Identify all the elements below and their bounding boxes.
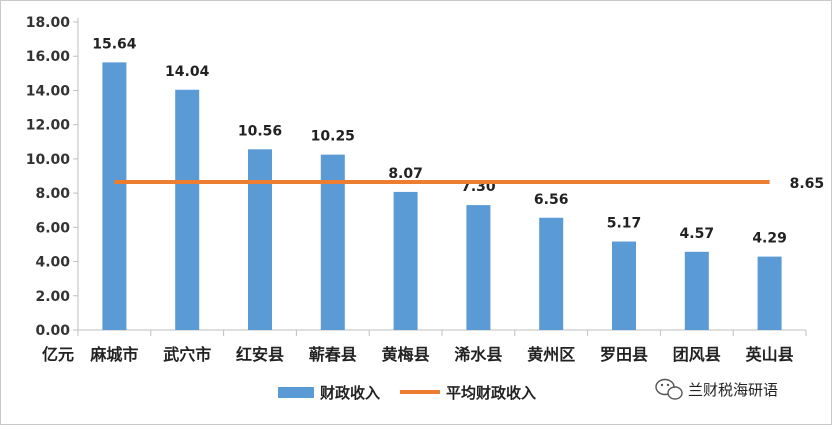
data-label: 10.56 (238, 123, 282, 139)
category-label: 团风县 (673, 345, 721, 364)
legend: 财政收入 平均财政收入 (278, 384, 536, 402)
y-tick-label: 2.00 (35, 289, 70, 305)
y-tick-label: 12.00 (26, 118, 71, 134)
data-label: 6.56 (534, 192, 569, 208)
y-tick-label: 16.00 (26, 49, 71, 65)
bars (102, 62, 782, 330)
bar (684, 251, 709, 330)
watermark: 兰财税海研语 (655, 378, 778, 400)
bar (612, 241, 636, 330)
y-tick-label: 14.00 (26, 83, 71, 99)
wechat-icon (655, 378, 683, 400)
bar (466, 205, 491, 330)
y-axis-ticks: 0.00 2.00 4.00 6.00 8.00 10.00 12.00 14.00 16.00… (26, 15, 78, 339)
category-label: 麻城市 (89, 345, 138, 364)
y-tick-label: 10.00 (26, 152, 71, 168)
bar (757, 256, 782, 330)
legend-bar-swatch (278, 387, 314, 398)
y-unit-label: 亿元 (42, 345, 74, 364)
data-label: 15.64 (92, 36, 137, 52)
category-label: 红安县 (236, 345, 284, 364)
category-label: 武穴市 (163, 345, 211, 364)
category-label: 浠水县 (454, 345, 502, 364)
legend-bar-label: 财政收入 (320, 384, 380, 402)
bar (102, 62, 127, 330)
category-label: 英山县 (745, 345, 794, 364)
legend-line-label: 平均财政收入 (446, 384, 536, 402)
y-tick-label: 18.00 (26, 15, 71, 31)
watermark-text: 兰财税海研语 (688, 381, 778, 399)
data-label: 8.07 (388, 166, 423, 182)
category-labels: 麻城市 武穴市 红安县 蕲春县 黄梅县 浠水县 黄州区 罗田县 团风县 英山县 (77, 330, 807, 364)
data-label: 4.29 (752, 231, 787, 247)
bar (175, 89, 200, 330)
data-label: 10.25 (311, 129, 355, 145)
category-label: 黄梅县 (382, 345, 430, 364)
category-label: 黄州区 (527, 345, 575, 364)
data-label: 14.04 (165, 64, 210, 80)
average-line-group: 8.65 (114, 176, 824, 192)
legend-line-swatch (400, 390, 440, 394)
y-tick-label: 6.00 (35, 220, 70, 236)
data-label: 4.57 (680, 226, 715, 242)
average-label: 8.65 (790, 176, 825, 192)
data-label: 5.17 (607, 216, 642, 232)
category-label: 蕲春县 (309, 345, 357, 364)
category-label: 罗田县 (600, 345, 648, 364)
bar (248, 149, 272, 330)
y-tick-label: 4.00 (35, 255, 70, 271)
bar (393, 191, 418, 330)
bar (539, 217, 564, 330)
y-tick-label: 0.00 (35, 323, 70, 339)
y-tick-label: 8.00 (35, 186, 70, 202)
